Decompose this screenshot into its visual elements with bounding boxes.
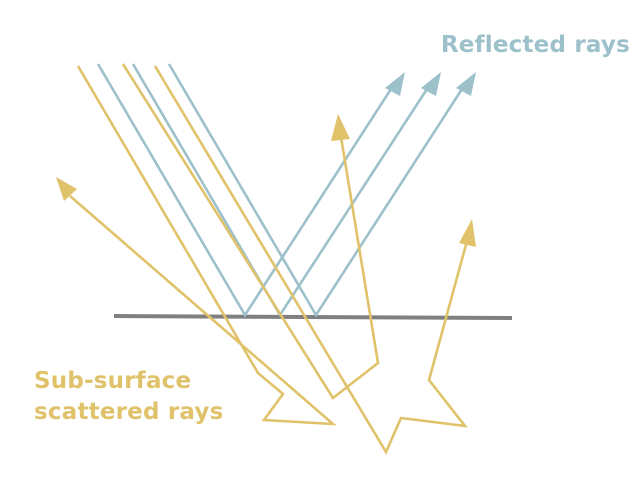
subsurface-rays-label-line2: scattered rays xyxy=(34,399,224,425)
subsurface-rays-label-line1: Sub-surface xyxy=(34,368,192,394)
subsurface-rays xyxy=(56,63,476,455)
reflected-ray-3 xyxy=(167,63,464,318)
reflected-ray-2-arrowhead xyxy=(421,72,441,96)
subsurface-ray-3-arrowhead xyxy=(459,219,476,247)
subsurface-ray-2-arrowhead xyxy=(331,114,350,141)
reflected-ray-1-arrowhead xyxy=(385,72,405,96)
reflected-ray-1 xyxy=(96,63,393,318)
reflected-rays-label-text: Reflected rays xyxy=(440,32,630,58)
surface-line xyxy=(113,314,513,320)
subsurface-ray-2 xyxy=(121,63,380,400)
reflected-ray-3-arrowhead xyxy=(456,72,476,96)
subsurface-rays-label: Sub-surface scattered rays xyxy=(34,366,223,428)
subsurface-ray-1 xyxy=(69,65,337,426)
subsurface-ray-1-arrowhead xyxy=(56,177,77,201)
subsurface-ray-3 xyxy=(153,65,469,455)
reflected-rays xyxy=(96,63,476,318)
reflected-rays-label: Reflected rays xyxy=(441,30,630,61)
